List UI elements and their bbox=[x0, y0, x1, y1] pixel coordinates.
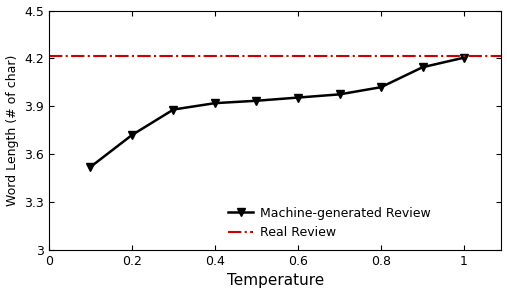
Machine-generated Review bbox=[461, 56, 467, 59]
Y-axis label: Word Length (# of char): Word Length (# of char) bbox=[6, 55, 19, 206]
Machine-generated Review bbox=[337, 93, 343, 96]
Machine-generated Review bbox=[87, 165, 93, 169]
Line: Machine-generated Review: Machine-generated Review bbox=[86, 54, 468, 171]
Machine-generated Review bbox=[378, 86, 384, 89]
Legend: Machine-generated Review, Real Review: Machine-generated Review, Real Review bbox=[229, 207, 430, 239]
Machine-generated Review bbox=[212, 101, 218, 105]
Machine-generated Review bbox=[254, 99, 260, 103]
Machine-generated Review bbox=[129, 133, 135, 137]
Machine-generated Review bbox=[170, 108, 176, 111]
Machine-generated Review bbox=[419, 66, 425, 69]
X-axis label: Temperature: Temperature bbox=[227, 273, 324, 288]
Machine-generated Review bbox=[295, 96, 301, 99]
